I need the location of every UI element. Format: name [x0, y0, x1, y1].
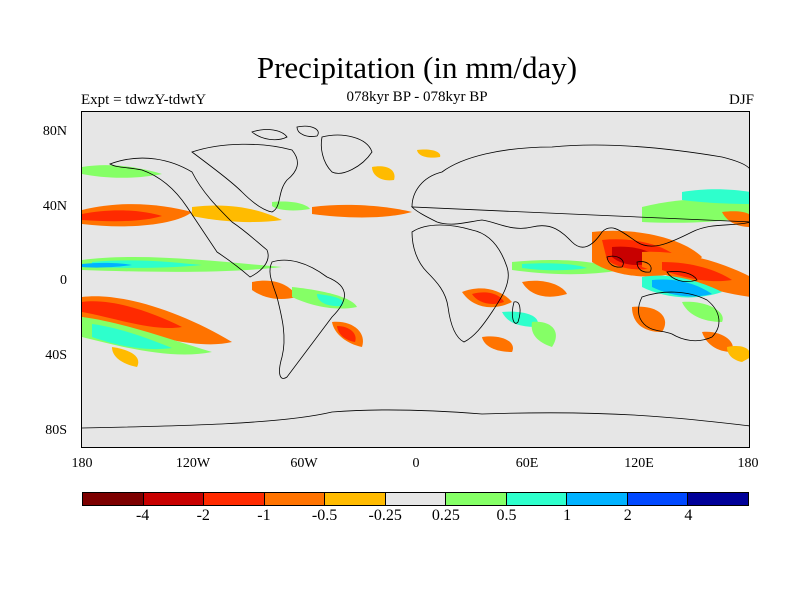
map-panel [81, 111, 750, 448]
x-tick-label: 180 [737, 456, 759, 471]
colorbar-label: 0.25 [431, 507, 460, 524]
colorbar [82, 492, 749, 506]
colorbar-label: 2 [623, 507, 632, 524]
y-tick-label: 40S [45, 348, 67, 363]
precipitation-map [82, 125, 749, 429]
x-tick-label: 120E [624, 456, 654, 471]
y-tick-label: 80N [42, 124, 67, 139]
colorbar-box [385, 493, 447, 505]
precip-anomaly-fields [82, 149, 749, 367]
season-label: DJF [728, 92, 754, 108]
experiment-label: Expt = tdwzY-tdwtY [81, 92, 207, 108]
colorbar-box [325, 493, 386, 505]
colorbar-box [264, 493, 326, 505]
x-tick-label: 180 [71, 456, 93, 471]
colorbar-box [567, 493, 628, 505]
colorbar-label: -1 [257, 507, 271, 524]
x-tick-label: 0 [412, 456, 420, 471]
colorbar-box [688, 493, 749, 505]
x-tick-label: 120W [175, 456, 211, 471]
colorbar-box [627, 493, 689, 505]
chart-title: Precipitation (in mm/day) [256, 50, 578, 85]
colorbar-box [446, 493, 507, 505]
colorbar-label: 0.5 [496, 507, 517, 524]
colorbar-label: -2 [196, 507, 210, 524]
y-tick-label: 40N [42, 199, 67, 214]
colorbar-box [143, 493, 205, 505]
colorbar-box [506, 493, 568, 505]
colorbar-label: -0.25 [368, 507, 402, 524]
colorbar-label: -0.5 [311, 507, 338, 524]
colorbar-label: 1 [563, 507, 572, 524]
y-tick-label: 0 [60, 273, 67, 288]
colorbar-box [204, 493, 265, 505]
coastlines [82, 125, 749, 429]
colorbar-box [83, 493, 144, 505]
x-tick-label: 60E [515, 456, 539, 471]
period-label: 078kyr BP - 078kyr BP [346, 89, 488, 105]
y-tick-label: 80S [45, 423, 67, 438]
colorbar-label: -4 [135, 507, 150, 524]
colorbar-label: 4 [684, 507, 693, 524]
x-tick-label: 60W [290, 456, 318, 471]
